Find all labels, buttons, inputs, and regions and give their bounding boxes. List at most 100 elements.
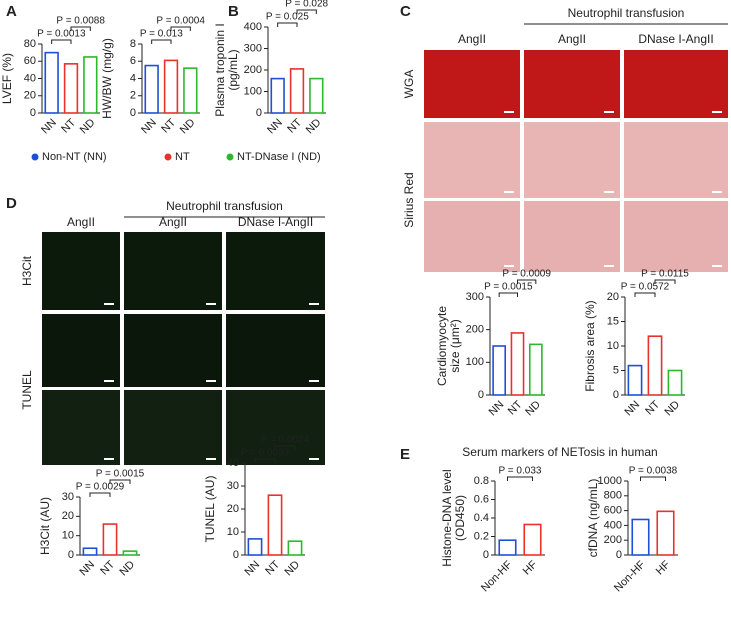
significance-bracket [507, 476, 533, 481]
y-tick-label: 15 [607, 315, 619, 327]
significance-bracket [274, 445, 296, 450]
y-tick-label: 300 [466, 291, 484, 303]
y-axis-label: Fibrosis area (%) [583, 300, 597, 391]
y-tick-label: 2 [130, 90, 136, 102]
legend-label: Non-NT (NN) [42, 151, 107, 163]
y-tick-label: 5 [613, 364, 619, 376]
bar [309, 77, 324, 114]
y-tick-label: 0.2 [474, 530, 489, 542]
p-value: P = 0.0115 [641, 269, 689, 280]
x-tick-label: Non-HF [612, 558, 648, 594]
micrograph [226, 232, 325, 310]
y-axis-label: HW/BW (mg/g) [100, 38, 114, 119]
legend-marker [31, 153, 39, 161]
y-axis-label: size (μm²) [448, 319, 462, 373]
p-value: P = 0.0033 [241, 448, 290, 459]
micrograph [42, 390, 120, 465]
p-value: P = 0.0015 [96, 469, 145, 480]
x-tick-label: NT [263, 558, 282, 577]
y-tick-label: 60 [24, 55, 36, 67]
y-tick-label: 1000 [598, 475, 622, 487]
y-tick-label: 0 [616, 549, 622, 561]
micrograph [226, 390, 325, 465]
bar [287, 540, 303, 556]
x-tick-label: NN [265, 117, 285, 137]
bar [63, 63, 79, 114]
y-tick-label: 8 [130, 38, 136, 50]
x-tick-label: Non-HF [479, 558, 515, 594]
bar [627, 364, 643, 396]
bar [83, 56, 98, 114]
y-tick-label: 800 [604, 490, 622, 502]
bar [183, 67, 198, 114]
y-axis-label: Cardiomyocyte [435, 306, 449, 386]
bar [647, 335, 663, 396]
chart-title: Serum markers of NETosis in human [462, 445, 657, 459]
x-tick-label: HF [521, 558, 540, 577]
significance-bracket [634, 292, 656, 297]
bar [498, 539, 517, 556]
y-axis-label: Plasma troponin I [213, 23, 227, 116]
y-tick-label: 100 [466, 356, 484, 368]
significance-bracket [296, 9, 317, 14]
bar [667, 369, 683, 396]
y-axis-label: LVEF (%) [0, 53, 14, 104]
micrograph [624, 50, 728, 118]
micrograph [624, 122, 728, 198]
y-tick-label: 30 [227, 480, 239, 492]
group-header: Neutrophil transfusion [568, 6, 685, 20]
significance-bracket [170, 26, 191, 31]
y-axis-label: (OD450) [453, 495, 467, 541]
micrograph [226, 314, 325, 387]
x-tick-label: ND [117, 559, 137, 579]
y-tick-label: 40 [24, 72, 36, 84]
y-tick-label: 20 [62, 510, 74, 522]
micrograph [624, 201, 728, 272]
x-tick-label: NN [622, 399, 642, 419]
p-value: P = 0.0015 [484, 282, 533, 293]
bar [510, 332, 525, 396]
row-label: TUNEL [20, 370, 34, 410]
legend-label: NT [175, 151, 190, 163]
panel-letter: E [400, 446, 410, 463]
significance-bracket [640, 476, 666, 481]
p-value: P = 0.033 [499, 466, 542, 477]
y-axis-label: (pg/mL) [226, 49, 240, 90]
p-value: P = 0.0013 [37, 29, 86, 40]
y-tick-label: 0 [256, 107, 262, 119]
micrograph [42, 314, 120, 387]
y-tick-label: 0 [613, 389, 619, 401]
y-tick-label: 20 [24, 90, 36, 102]
x-tick-label: NT [285, 116, 304, 135]
y-tick-label: 400 [244, 21, 262, 33]
y-tick-label: 200 [604, 534, 622, 546]
bar [492, 345, 507, 396]
y-tick-label: 200 [466, 324, 484, 336]
significance-bracket [498, 292, 518, 297]
significance-bracket [277, 22, 298, 27]
p-value: P = 0.0004 [156, 16, 205, 27]
p-value: P = 0.0009 [502, 269, 551, 280]
significance-bracket [51, 39, 72, 44]
y-tick-label: 20 [227, 503, 239, 515]
p-value: P = 0.0088 [56, 16, 105, 27]
micrograph [42, 232, 120, 310]
p-value: P = 0.028 [285, 0, 328, 10]
y-tick-label: 600 [604, 505, 622, 517]
micrograph [524, 50, 620, 118]
x-tick-label: ND [282, 559, 302, 579]
x-tick-label: HF [654, 558, 673, 577]
y-tick-label: 10 [62, 530, 74, 542]
legend-label: NT-DNase I (ND) [237, 151, 321, 163]
bar [44, 51, 59, 114]
x-tick-label: ND [662, 399, 682, 419]
significance-bracket [70, 26, 91, 31]
panel-letter: D [6, 195, 17, 212]
y-axis-label: TUNEL (AU) [203, 476, 217, 543]
y-axis-label: H3Cit (AU) [38, 497, 52, 555]
y-tick-label: 0.4 [474, 512, 489, 524]
panel-letter: C [400, 3, 411, 20]
bar [247, 538, 263, 556]
y-tick-label: 0 [478, 389, 484, 401]
